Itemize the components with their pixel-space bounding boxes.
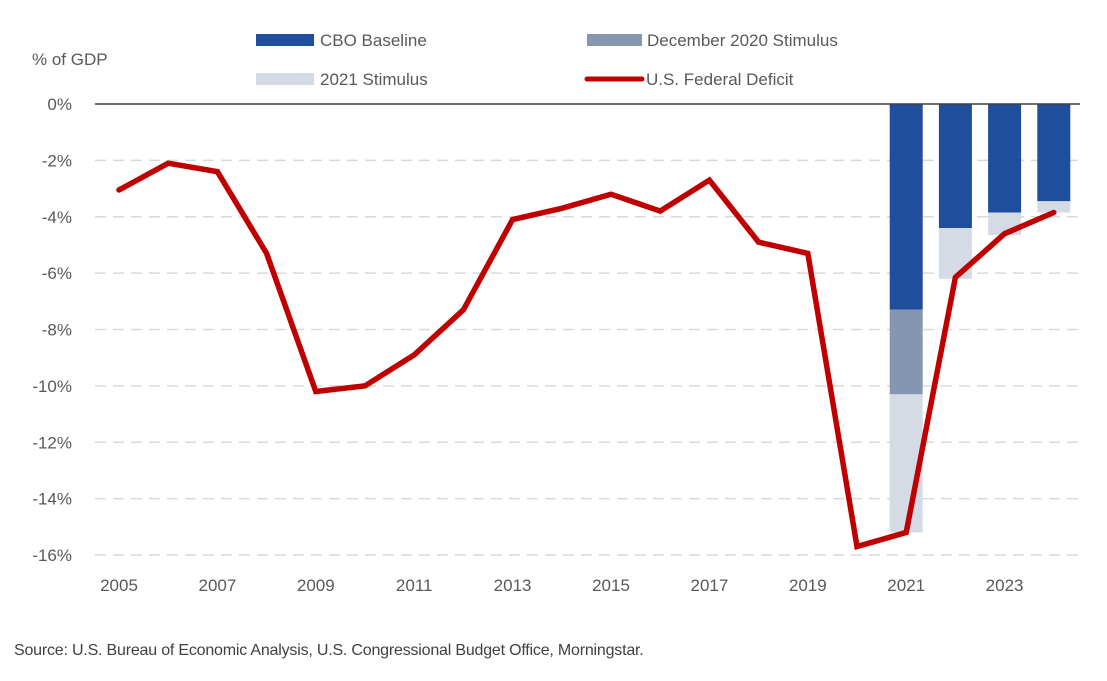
x-tick-label: 2009 [297,576,335,595]
legend-label-us-federal-deficit: U.S. Federal Deficit [646,70,794,89]
x-tick-label: 2023 [986,576,1024,595]
bar-december-2020-stimulus-2021 [889,309,923,395]
legend-swatch-december-2020-stimulus [587,34,642,46]
x-axis-ticks: 2005 2007 2009 2011 2013 2015 2017 2019 2021 2023 [100,576,1023,595]
x-tick-label: 2019 [789,576,827,595]
legend: CBO Baseline December 2020 Stimulus 2021… [256,31,838,89]
bar-2021-stimulus-2022 [938,228,972,279]
bar-cbo-baseline-2021 [889,104,923,310]
deficit-line-series [116,160,1057,551]
y-tick-label: -14% [32,490,72,509]
deficit-chart: CBO Baseline December 2020 Stimulus 2021… [32,31,1080,595]
y-tick-label: -4% [42,208,72,227]
y-tick-label: 0% [47,95,72,114]
x-tick-label: 2005 [100,576,138,595]
bar-cbo-baseline-2023 [988,104,1022,213]
x-tick-label: 2007 [198,576,236,595]
legend-swatch-cbo-baseline [256,34,314,46]
x-tick-label: 2017 [690,576,728,595]
y-axis-ticks: 0% -2% -4% -6% -8% -10% -12% -14% -16% [32,95,72,565]
x-tick-label: 2013 [494,576,532,595]
bar-cbo-baseline-2022 [938,104,972,229]
source-note: Source: U.S. Bureau of Economic Analysis… [14,642,644,659]
deficit-line [116,160,1057,551]
legend-label-2021-stimulus: 2021 Stimulus [320,70,428,89]
y-axis-label: % of GDP [32,50,108,69]
gridlines [95,159,1080,556]
legend-label-december-2020-stimulus: December 2020 Stimulus [647,31,838,50]
y-tick-label: -12% [32,433,72,452]
x-tick-label: 2015 [592,576,630,595]
bar-cbo-baseline-2024 [1037,104,1071,202]
legend-swatch-2021-stimulus [256,73,314,85]
y-tick-label: -6% [42,264,72,283]
y-tick-label: -8% [42,321,72,340]
legend-label-cbo-baseline: CBO Baseline [320,31,427,50]
y-tick-label: -10% [32,377,72,396]
bar-2021-stimulus-2024 [1037,201,1071,213]
x-tick-label: 2011 [396,576,433,595]
y-tick-label: -16% [32,546,72,565]
y-tick-label: -2% [42,151,72,170]
x-tick-label: 2021 [887,576,925,595]
